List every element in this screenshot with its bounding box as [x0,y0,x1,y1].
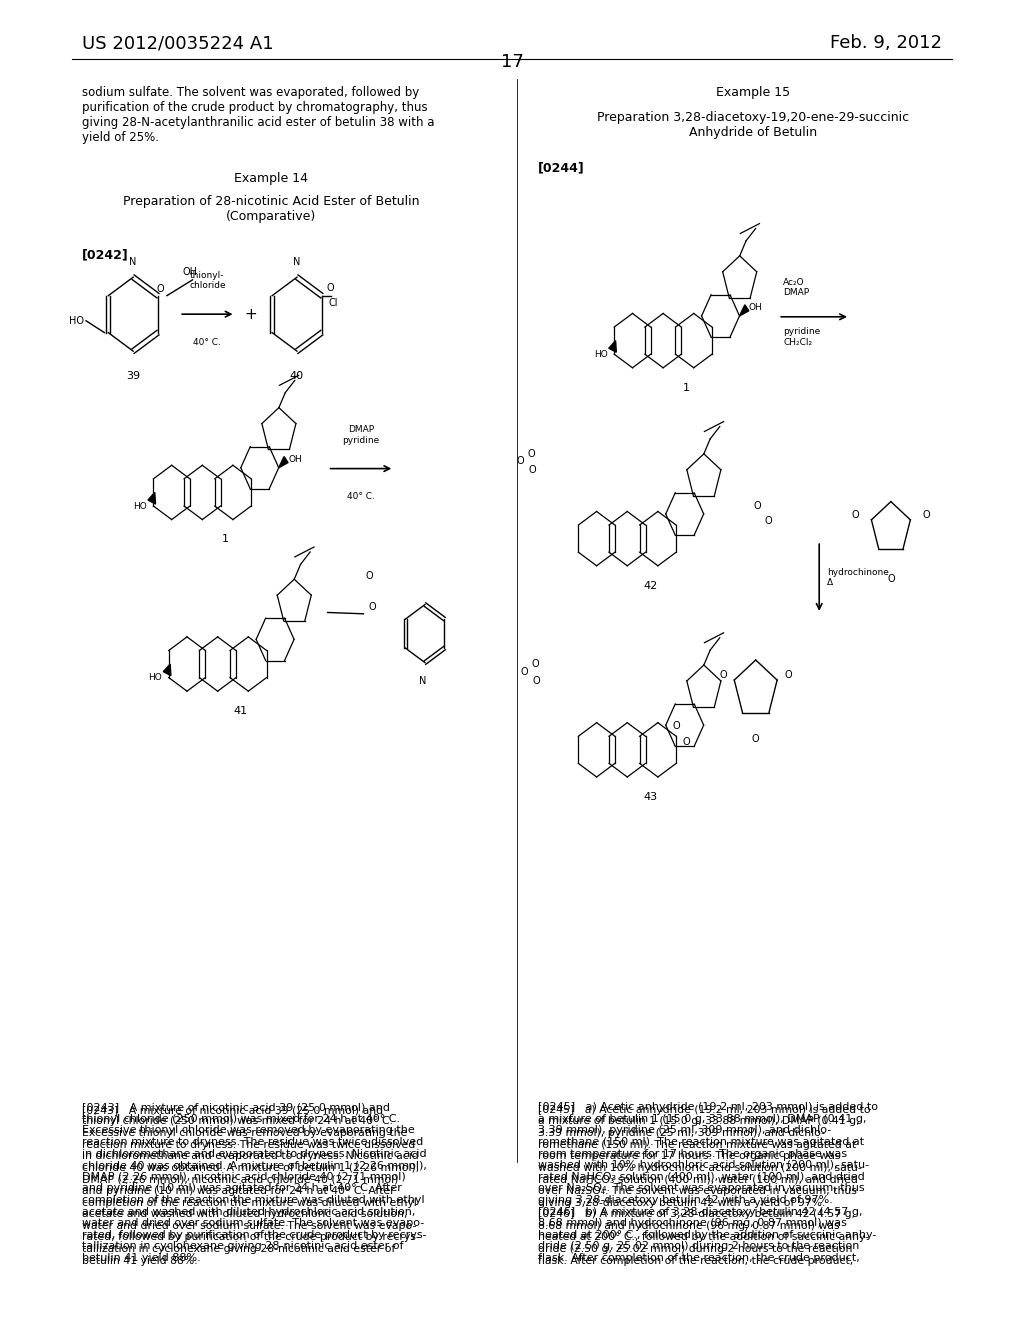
Text: US 2012/0035224 A1: US 2012/0035224 A1 [82,34,273,53]
Text: 43: 43 [643,792,657,801]
Text: Preparation 3,28-diacetoxy-19,20-ene-29-succinic
Anhydride of Betulin: Preparation 3,28-diacetoxy-19,20-ene-29-… [597,111,908,139]
Text: Example 15: Example 15 [716,86,790,99]
Polygon shape [147,492,156,504]
Text: OH: OH [182,267,198,277]
Text: O: O [754,500,762,511]
Text: 40° C.: 40° C. [194,338,221,347]
Text: HO: HO [133,502,146,511]
Polygon shape [163,664,171,676]
Text: Example 14: Example 14 [234,172,308,185]
Text: O: O [516,455,524,466]
Text: 1: 1 [683,383,689,392]
Text: Preparation of 28-nicotinic Acid Ester of Betulin
(Comparative): Preparation of 28-nicotinic Acid Ester o… [123,195,420,223]
Text: O: O [531,659,540,669]
Text: [0244]: [0244] [538,161,585,174]
Text: HO: HO [69,315,84,326]
Text: O: O [682,737,690,747]
Text: O: O [719,669,727,680]
Text: N: N [293,256,301,267]
Text: 40: 40 [290,371,304,381]
Text: pyridine
CH₂Cl₂: pyridine CH₂Cl₂ [783,327,820,347]
Polygon shape [279,457,288,467]
Text: 39: 39 [126,371,140,381]
Text: O: O [527,449,536,459]
Polygon shape [739,305,749,315]
Text: hydrochinone
Δ: hydrochinone Δ [827,568,889,587]
Text: O: O [672,721,680,731]
Text: DMAP
pyridine: DMAP pyridine [342,425,380,445]
Text: +: + [245,306,257,322]
Text: O: O [157,284,164,294]
Text: O: O [327,284,334,293]
Text: OH: OH [749,304,763,313]
Text: O: O [887,574,895,585]
Text: O: O [752,734,760,744]
Text: 17: 17 [501,53,523,71]
Text: Cl: Cl [329,298,338,308]
Text: N: N [129,256,137,267]
Text: [0245]   a) Acetic anhydride (19.2 ml, 203 mmol) is added to
a mixture of betuli: [0245] a) Acetic anhydride (19.2 ml, 203… [538,1105,870,1266]
Text: thionyl-
chloride: thionyl- chloride [189,271,225,290]
Text: O: O [851,510,859,520]
Text: Feb. 9, 2012: Feb. 9, 2012 [830,34,942,53]
Text: O: O [520,667,528,677]
Text: [0242]: [0242] [82,248,129,261]
Text: O: O [784,669,793,680]
Text: N: N [419,676,426,686]
Text: 40° C.: 40° C. [347,492,375,502]
Text: 41: 41 [233,706,248,715]
Text: O: O [923,510,931,520]
Text: O: O [528,465,537,475]
Text: HO: HO [148,673,162,682]
Text: Ac₂O
DMAP: Ac₂O DMAP [783,277,810,297]
Text: O: O [366,570,373,581]
Text: sodium sulfate. The solvent was evaporated, followed by
purification of the crud: sodium sulfate. The solvent was evaporat… [82,86,434,144]
Text: 1: 1 [222,535,228,544]
Text: O: O [532,676,541,686]
Text: HO: HO [594,350,607,359]
Text: O: O [369,602,376,612]
Text: OH: OH [288,455,302,465]
Polygon shape [608,341,616,352]
Text: O: O [764,516,772,527]
Text: 42: 42 [643,581,657,590]
Text: [0243]   A mixture of nicotinic acid 39 (25.0 mmol) and
thionyl chloride (250 mm: [0243] A mixture of nicotinic acid 39 (2… [82,1102,427,1263]
Text: [0245]   a) Acetic anhydride (19.2 ml, 203 mmol) is added to
a mixture of betuli: [0245] a) Acetic anhydride (19.2 ml, 203… [538,1102,878,1263]
Text: [0243]   A mixture of nicotinic acid 39 (25.0 mmol) and
thionyl chloride (250 mm: [0243] A mixture of nicotinic acid 39 (2… [82,1105,420,1266]
